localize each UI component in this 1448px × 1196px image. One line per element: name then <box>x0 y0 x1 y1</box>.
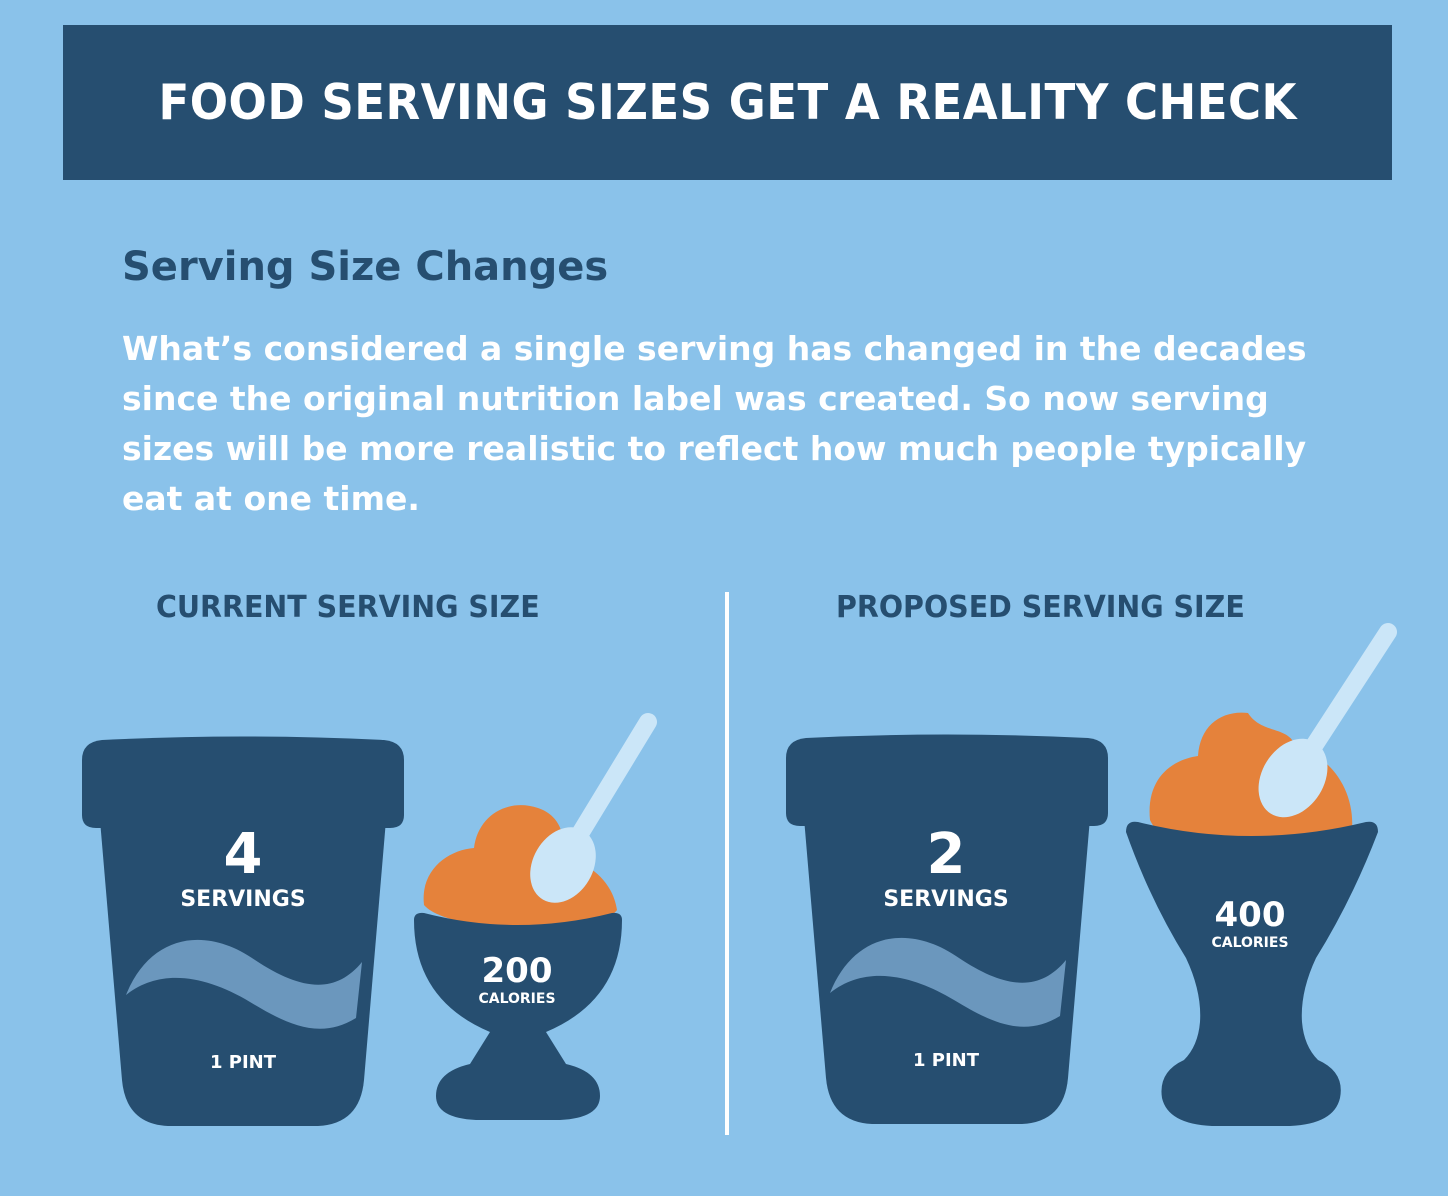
proposed-pint-container: 2 SERVINGS 1 PINT <box>786 734 1108 1124</box>
proposed-servings-number: 2 <box>927 822 966 887</box>
banner-title: FOOD SERVING SIZES GET A REALITY CHECK <box>158 74 1297 131</box>
section-heading: Serving Size Changes <box>122 244 609 290</box>
proposed-serving-label: PROPOSED SERVING SIZE <box>836 590 1245 625</box>
current-calories-number: 200 <box>482 951 553 991</box>
proposed-ice-cream-cup: 400 CALORIES <box>1126 623 1397 1126</box>
proposed-calories-number: 400 <box>1215 895 1286 935</box>
wave-icon <box>126 939 362 1029</box>
column-divider <box>725 592 729 1135</box>
current-servings-number: 4 <box>224 822 263 887</box>
current-servings-label: SERVINGS <box>180 887 305 912</box>
pint-lid-icon <box>82 736 404 828</box>
current-pint-container: 4 SERVINGS 1 PINT <box>82 736 404 1126</box>
proposed-calories-label: CALORIES <box>1211 935 1288 951</box>
pint-lid-icon <box>786 734 1108 826</box>
spoon-icon <box>530 713 657 903</box>
cup-bowl-icon <box>414 912 622 1120</box>
current-ice-cream-cup: 200 CALORIES <box>414 713 657 1120</box>
wave-icon <box>830 937 1066 1027</box>
ice-cream-scoop-icon <box>1149 712 1353 859</box>
spoon-icon <box>1258 623 1397 818</box>
cup-bowl-icon <box>1126 821 1378 1126</box>
proposed-container-size: 1 PINT <box>913 1050 980 1071</box>
intro-paragraph: What’s considered a single serving has c… <box>122 329 1307 518</box>
title-banner: FOOD SERVING SIZES GET A REALITY CHECK <box>63 25 1392 180</box>
proposed-servings-label: SERVINGS <box>883 887 1008 912</box>
current-container-size: 1 PINT <box>210 1052 277 1073</box>
current-serving-label: CURRENT SERVING SIZE <box>156 590 540 625</box>
current-calories-label: CALORIES <box>478 991 555 1007</box>
